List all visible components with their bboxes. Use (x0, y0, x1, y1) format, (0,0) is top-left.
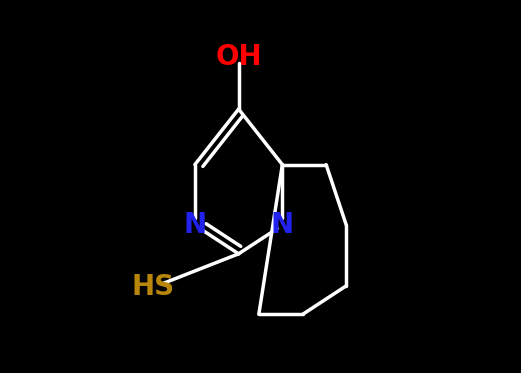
Text: N: N (271, 211, 294, 239)
Text: OH: OH (215, 43, 262, 71)
Text: HS: HS (131, 273, 175, 301)
Text: N: N (183, 211, 206, 239)
